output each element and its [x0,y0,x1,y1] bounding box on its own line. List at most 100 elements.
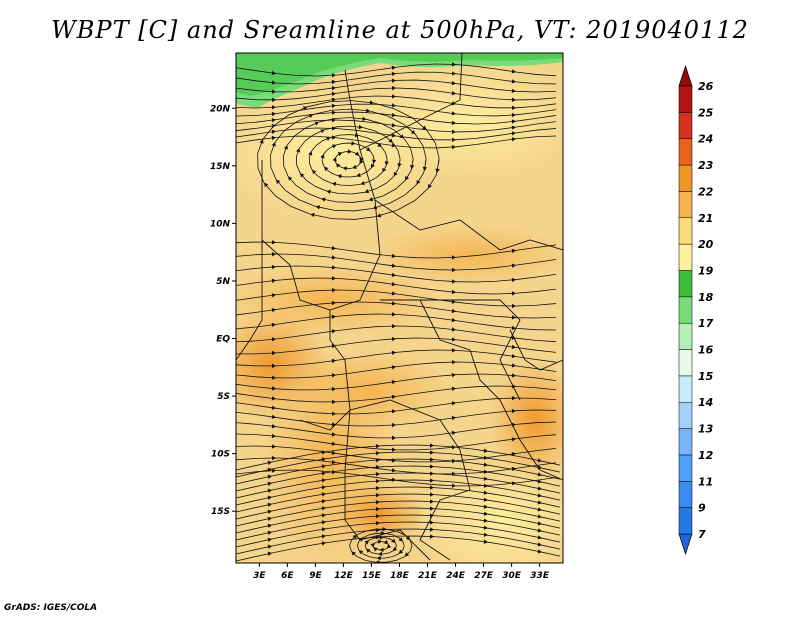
streamline [236,95,557,109]
y-tick-label: 10S [211,450,230,460]
streamline-arrow [369,100,374,105]
streamline-arrow [451,308,456,314]
colorbar-bin [678,401,693,429]
streamline [236,514,561,541]
streamline-arrow [537,514,542,519]
streamline-arrow [267,516,272,521]
streamline [236,111,557,125]
streamline-arrow [300,173,305,178]
colorbar-bin [678,138,693,166]
streamline [236,277,557,295]
streamline-arrow [358,549,364,555]
streamline-arrow [511,437,516,442]
streamline-arrow [391,323,396,329]
streamline-arrow [391,301,396,306]
streamline-arrow [381,531,386,536]
streamline-arrow [321,450,326,455]
colorbar-label: 15 [698,370,714,383]
streamline-arrow [332,157,337,162]
streamline-arrow [331,79,336,85]
streamline-arrow [451,144,456,150]
streamline-arrow [511,422,516,427]
streamline-arrow [451,129,456,134]
streamline-arrow [324,166,329,172]
x-tick-label: 24E [446,571,466,581]
streamline-arrow [271,375,276,380]
streamline-arrow [422,166,428,172]
streamline-arrow [429,485,434,490]
colorbar-label: 18 [698,291,714,304]
streamline-arrow [271,444,276,449]
streamline-arrow [314,121,320,126]
streamline [236,119,557,133]
streamline-arrow [511,125,516,130]
streamline-arrow [429,527,434,532]
streamline-arrow [321,527,326,532]
streamline-arrow [376,213,382,218]
streamline-arrow [537,535,542,540]
streamline-arrow [511,291,516,296]
streamline-arrow [537,465,542,470]
streamline-arrow [276,179,281,184]
streamline-arrow [429,520,434,525]
streamline [236,71,557,85]
streamline-arrow [375,560,380,563]
streamline-arrow [331,300,336,306]
streamline-arrow [373,547,378,552]
streamline [296,125,401,195]
streamline-arrow [391,422,396,428]
streamline-arrow [259,139,264,144]
streamline-arrow [382,526,387,532]
streamline-arrow [375,513,380,519]
streamline-arrow [375,450,380,456]
streamline-arrow [451,80,456,86]
streamline-arrow [331,386,336,392]
streamline-arrow [451,386,456,391]
streamline-arrow [483,539,488,544]
streamline-arrow [391,253,396,259]
x-tick-label: 30E [502,571,522,581]
streamline-arrow [271,396,276,401]
streamline-arrow [483,532,488,537]
streamline-arrow [337,174,342,179]
streamline [236,409,557,427]
streamline-arrow [331,358,336,364]
colorbar-label: 19 [698,264,714,277]
streamline-arrow [511,69,516,74]
streamline-arrow [451,359,456,365]
streamline-arrow [366,548,371,553]
streamline [236,500,561,527]
streamline-arrow [378,539,383,544]
streamline-arrow [267,474,272,479]
streamline [236,444,561,471]
streamline-arrow [391,78,396,83]
y-tick-label: 15S [211,507,230,517]
streamline-arrow [331,245,336,251]
streamline-arrow [331,181,337,187]
streamline-arrow [537,458,542,463]
streamline [236,337,557,355]
streamline-arrow [271,386,276,391]
colorbar-label: 9 [698,502,706,515]
streamline-arrow [267,509,272,514]
streamline-arrow [391,365,396,370]
streamline-arrow [429,450,434,455]
streamline-arrow [391,394,396,400]
streamline-arrow [537,479,542,484]
x-tick-label: 33E [530,571,550,581]
streamline-arrow [422,125,427,130]
streamline-arrow [451,62,456,67]
colorbar-label: 24 [698,133,713,146]
streamline-arrow [451,430,456,436]
streamline [236,521,561,548]
streamline-arrow [376,555,381,561]
streamline-arrow [451,279,456,284]
streamline-arrow [511,395,516,401]
streamline-arrow [404,552,410,557]
streamline-arrow [267,544,272,549]
streamline-arrow [537,507,542,512]
streamline-arrow [511,315,516,320]
streamline [236,472,561,499]
streamline-arrow [331,126,336,131]
streamline-arrow [429,478,434,483]
